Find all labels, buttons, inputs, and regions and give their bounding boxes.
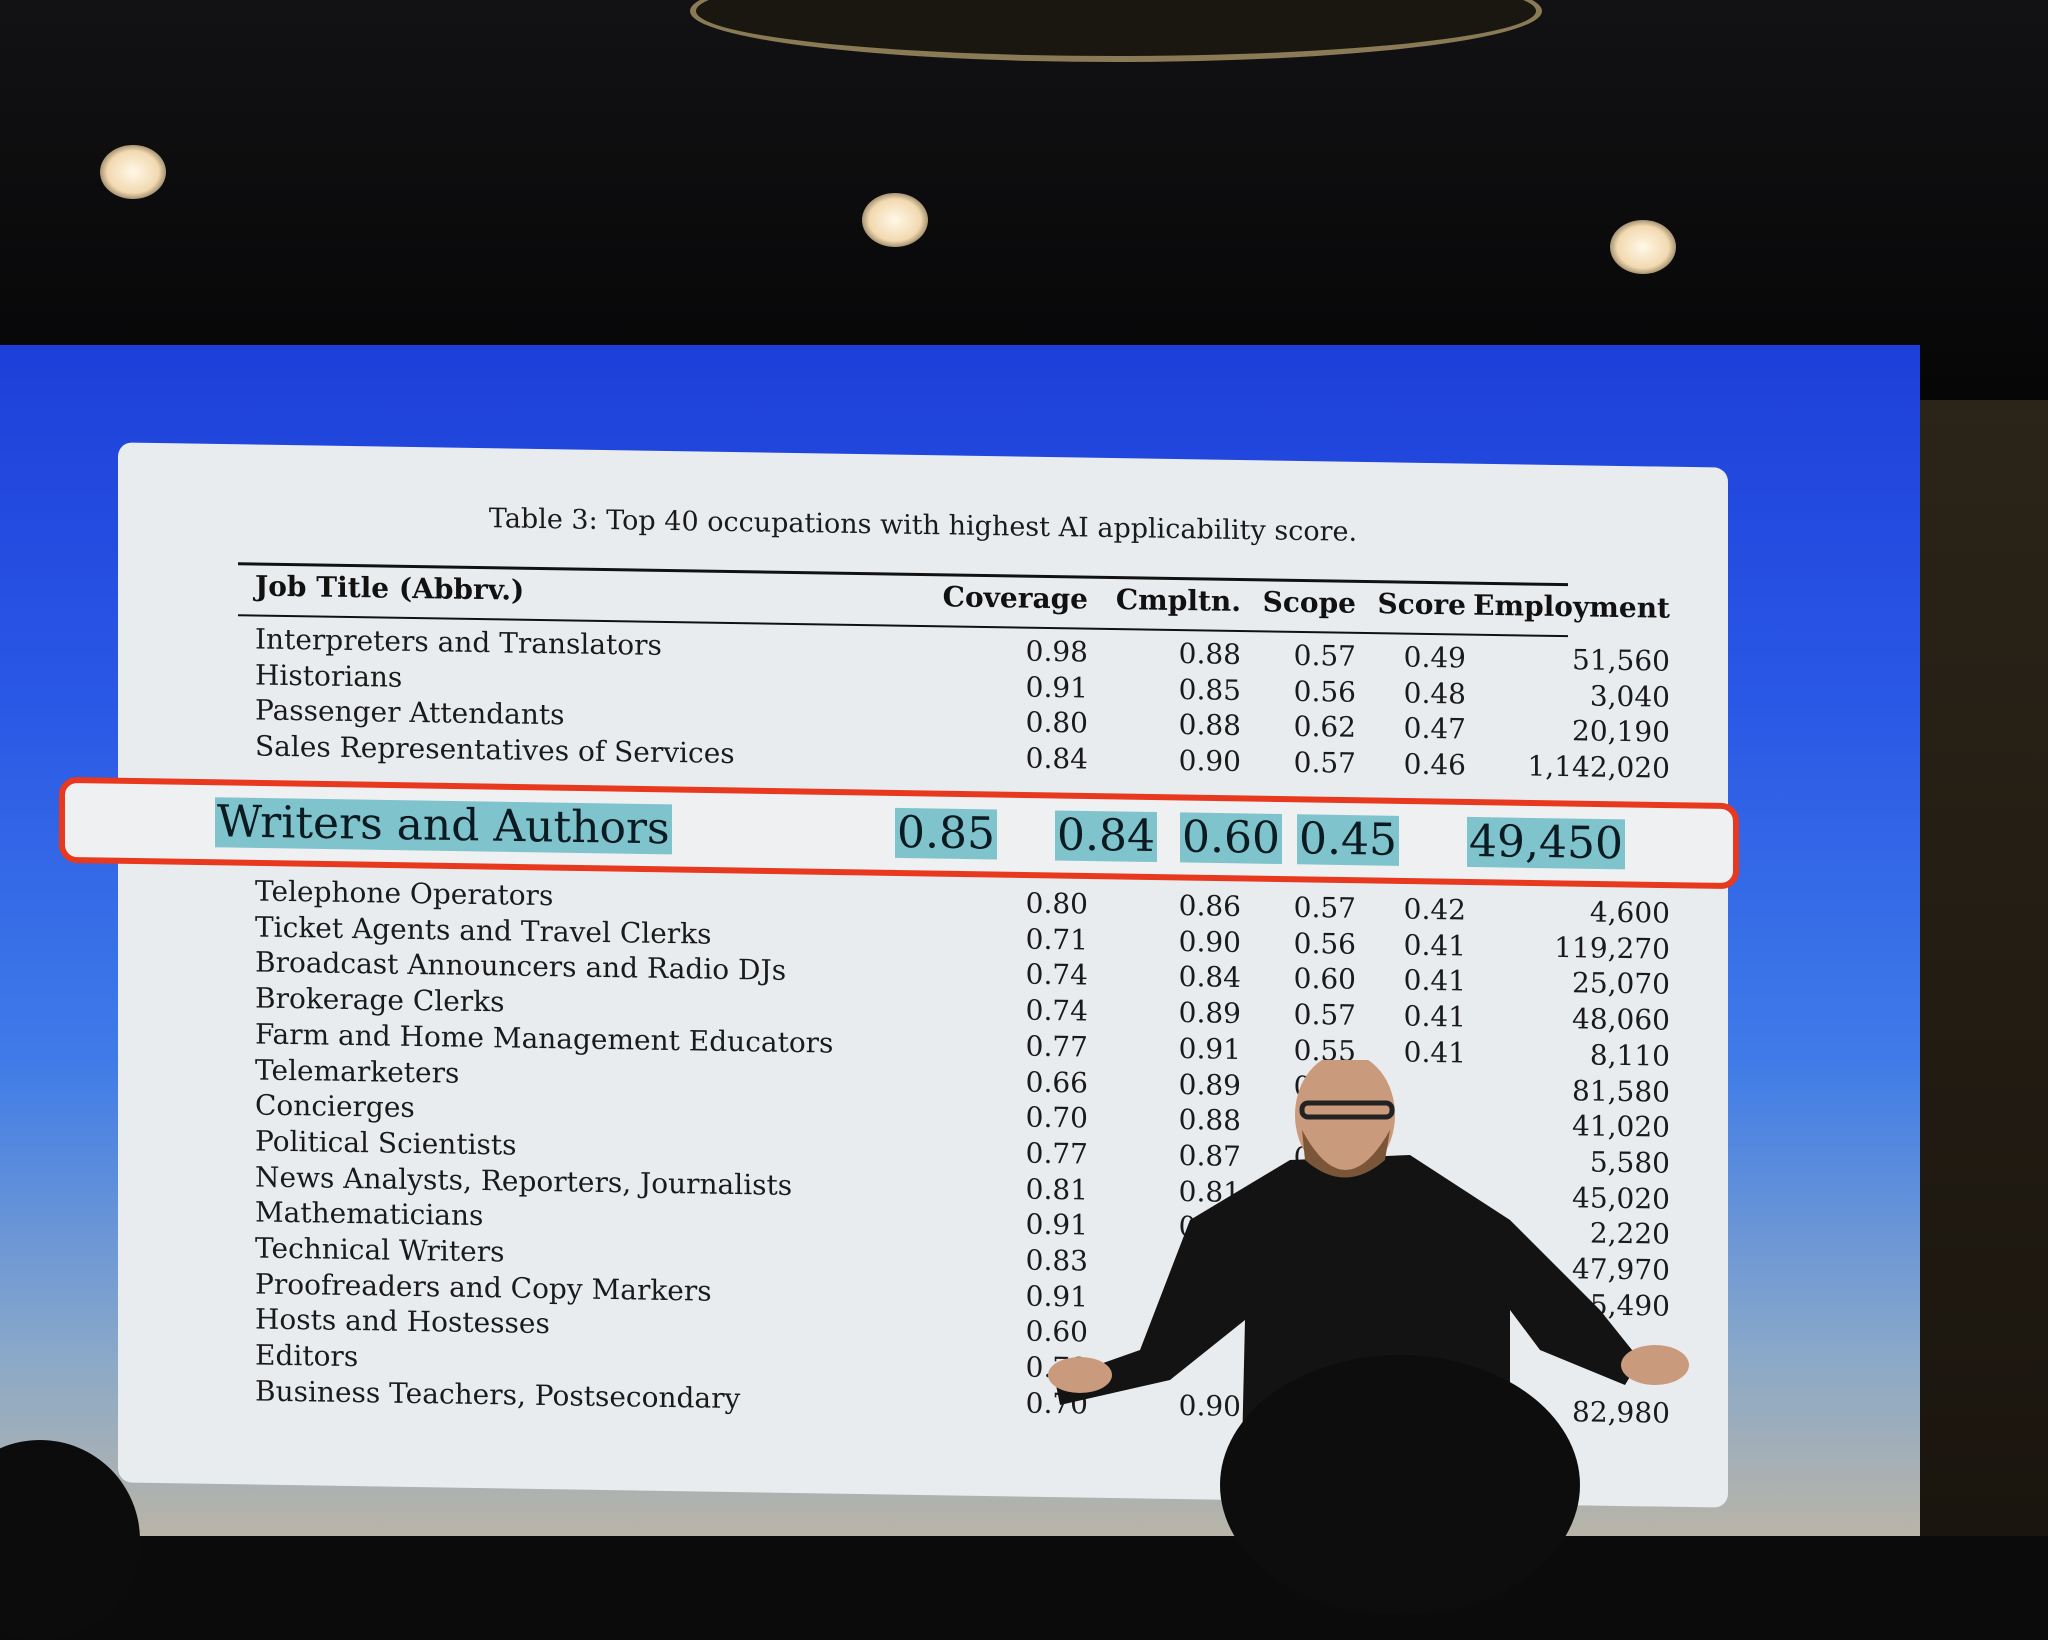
cell-employment: 3,040: [1589, 679, 1670, 714]
cell-scope: 0.60: [1293, 962, 1356, 997]
cell-scope: 0.57: [1293, 638, 1356, 673]
cell-scope: 0.56: [1293, 926, 1356, 961]
cell-score: 0.41: [1403, 928, 1466, 963]
cell-cmpltn: 0.90: [1178, 744, 1241, 779]
cell-cmpltn: 0.85: [1178, 672, 1241, 707]
cell-job-title: Telephone Operators: [255, 874, 554, 913]
cell-scope: 0.57: [1293, 997, 1356, 1032]
table-caption: Table 3: Top 40 occupations with highest…: [488, 503, 1358, 548]
highlight-score: 0.45: [1297, 813, 1399, 866]
cell-scope: 0.57: [1293, 890, 1356, 925]
cell-cmpltn: 0.90: [1178, 924, 1241, 959]
cell-job-title: Interpreters and Translators: [255, 622, 662, 662]
cell-job-title: Hosts and Hostesses: [255, 1302, 550, 1341]
cell-score: 0.41: [1403, 999, 1466, 1034]
cell-scope: 0.57: [1293, 745, 1356, 780]
cell-coverage: 0.91: [1025, 670, 1088, 705]
cell-employment: 20,190: [1572, 714, 1670, 750]
ceiling-light: [1610, 220, 1676, 274]
header-score: Score: [1377, 587, 1466, 622]
cell-employment: 25,070: [1572, 966, 1670, 1002]
header-employment: Employment: [1473, 588, 1670, 625]
cell-score: 0.49: [1403, 640, 1466, 675]
cell-job-title: Editors: [255, 1338, 359, 1374]
cell-cmpltn: 0.88: [1178, 708, 1241, 743]
cell-score: 0.42: [1403, 892, 1466, 927]
cell-coverage: 0.80: [1025, 886, 1088, 921]
cell-employment: 119,270: [1554, 930, 1670, 966]
highlight-coverage: 0.85: [895, 806, 997, 860]
header-scope: Scope: [1262, 585, 1356, 620]
cell-job-title: Passenger Attendants: [255, 693, 565, 732]
cell-job-title: Political Scientists: [255, 1124, 517, 1162]
side-wall: [1910, 400, 2048, 1536]
audience-head: [1220, 1355, 1580, 1615]
header-cmpltn: Cmpltn.: [1115, 583, 1241, 618]
cell-coverage: 0.77: [1025, 1029, 1088, 1064]
cell-cmpltn: 0.84: [1178, 960, 1241, 995]
cell-coverage: 0.80: [1025, 706, 1088, 740]
presenter-left-hand: [1048, 1357, 1112, 1393]
cell-employment: 1,142,020: [1527, 749, 1670, 785]
presenter-beard: [1302, 1130, 1390, 1178]
cell-score: 0.48: [1403, 676, 1466, 711]
cell-job-title: News Analysts, Reporters, Journalists: [255, 1160, 793, 1202]
header-coverage: Coverage: [942, 580, 1088, 616]
ceiling-light: [100, 145, 166, 199]
cell-employment: 4,600: [1589, 895, 1670, 930]
cell-job-title: Mathematicians: [255, 1195, 484, 1233]
cell-coverage: 0.71: [1025, 922, 1088, 957]
header-job-title: Job Title (Abbrv.): [255, 569, 525, 607]
cell-job-title: Proofreaders and Copy Markers: [255, 1267, 712, 1308]
cell-job-title: Telemarketers: [255, 1053, 460, 1090]
cell-job-title: Technical Writers: [255, 1231, 505, 1269]
cell-job-title: Ticket Agents and Travel Clerks: [255, 910, 712, 951]
cell-scope: 0.62: [1293, 710, 1356, 745]
cell-coverage: 0.98: [1025, 634, 1088, 669]
highlight-job-title: Writers and Authors: [215, 796, 672, 855]
cell-coverage: 0.74: [1025, 993, 1088, 1028]
cell-coverage: 0.74: [1025, 958, 1088, 992]
cell-job-title: Broadcast Announcers and Radio DJs: [255, 945, 787, 988]
cell-cmpltn: 0.88: [1178, 637, 1241, 671]
ceiling: [0, 0, 2048, 400]
cell-job-title: Brokerage Clerks: [255, 981, 505, 1019]
highlight-employment: 49,450: [1467, 815, 1625, 870]
cell-score: 0.47: [1403, 711, 1466, 746]
cell-score: 0.46: [1403, 747, 1466, 782]
highlight-scope: 0.60: [1180, 811, 1282, 865]
cell-score: 0.41: [1403, 963, 1466, 998]
cell-scope: 0.56: [1293, 674, 1356, 709]
presenter-right-hand: [1621, 1345, 1689, 1385]
cell-job-title: Concierges: [255, 1088, 415, 1125]
cell-job-title: Historians: [255, 658, 403, 694]
presenter-glasses: [1299, 1100, 1395, 1120]
table-header: Job Title (Abbrv.) Coverage Cmpltn. Scop…: [118, 567, 1728, 625]
cell-coverage: 0.84: [1025, 741, 1088, 776]
ceiling-light: [862, 193, 928, 247]
cell-employment: 51,560: [1572, 643, 1670, 678]
cell-job-title: Sales Representatives of Services: [255, 729, 735, 771]
cell-cmpltn: 0.86: [1178, 889, 1241, 923]
cell-cmpltn: 0.89: [1178, 996, 1241, 1031]
cell-job-title: Business Teachers, Postsecondary: [255, 1374, 741, 1415]
cell-employment: 48,060: [1572, 1002, 1670, 1037]
highlight-cmpltn: 0.84: [1055, 809, 1157, 863]
